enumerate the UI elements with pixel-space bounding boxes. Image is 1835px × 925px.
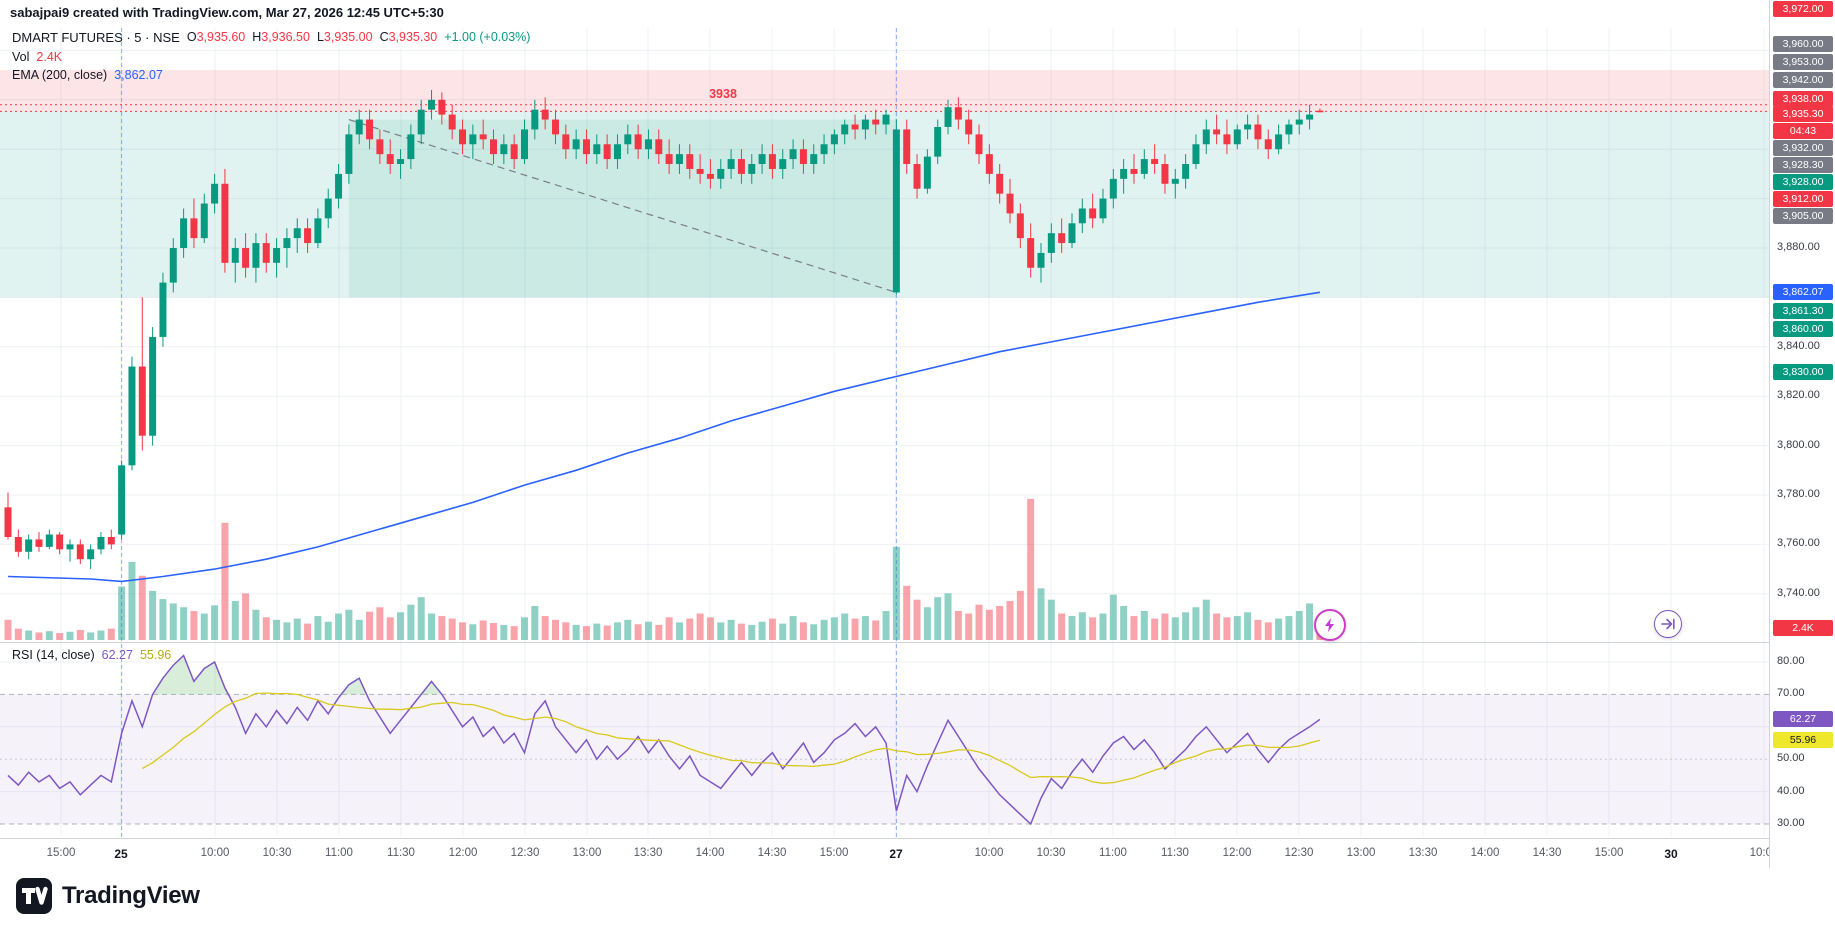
rsi-axis-label: 50.00 [1777, 752, 1805, 765]
ema-value: 3,862.07 [114, 68, 163, 82]
time-axis-label: 11:30 [387, 847, 415, 859]
go-to-realtime-button[interactable] [1654, 610, 1682, 638]
price-level-badge: 3,905.00 [1773, 208, 1833, 224]
price-level-badge: 3,830.00 [1773, 364, 1833, 380]
time-axis-label: 13:30 [633, 847, 663, 859]
legend-high: H 3,936.50 [252, 30, 310, 44]
legend-change: +1.00 (+0.03%) [444, 30, 531, 44]
tradingview-logo-icon[interactable] [16, 878, 52, 914]
time-axis-label: 14:00 [1470, 847, 1500, 859]
rsi-ma-value: 55.96 [139, 648, 172, 662]
price-level-badge: 3,938.00 [1773, 91, 1833, 107]
price-axis-label: 3,880.00 [1777, 241, 1820, 253]
price-axis-label: 3,840.00 [1777, 339, 1820, 352]
price-level-badge: 3,860.00 [1773, 321, 1833, 337]
ema-value-badge: 3,862.07 [1773, 284, 1833, 300]
rsi-overbought-fill [152, 655, 442, 695]
volume-value: 2.4K [36, 50, 63, 64]
time-axis-label: 11:00 [325, 847, 353, 859]
lightning-boost-icon[interactable] [1314, 609, 1346, 641]
time-axis-label: 11:00 [1099, 847, 1127, 859]
time-axis-label: 10:00 [974, 847, 1004, 859]
volume-badge: 2.4K [1773, 620, 1833, 636]
volume-bars [4, 498, 1324, 640]
time-axis-label: 10:30 [1036, 847, 1066, 859]
time-axis-label: 12:30 [1284, 847, 1314, 859]
time-axis-label: 10:00 [200, 847, 230, 859]
time-axis-label: 14:30 [757, 847, 787, 859]
price-axis-label: 3,740.00 [1777, 586, 1820, 599]
price-axis-label: 3,820.00 [1777, 389, 1820, 402]
rsi-value: 62.27 [101, 648, 133, 662]
current-price-badge: 3,935.30 [1773, 106, 1833, 122]
time-axis-day-label: 27 [889, 847, 903, 861]
time-axis-label: 13:00 [1346, 847, 1376, 859]
price-level-badge: 3,912.00 [1773, 191, 1833, 207]
rsi-value-badge: 62.27 [1773, 711, 1833, 727]
rsi-axis-label: 40.00 [1777, 784, 1805, 797]
time-axis-label: 12:00 [1222, 847, 1252, 859]
ema-legend: EMA (200, close) 3,862.07 [12, 66, 163, 84]
price-level-badge: 3,953.00 [1773, 54, 1833, 70]
arrow-to-end-glyph [1661, 618, 1675, 630]
rsi-label[interactable]: RSI (14, close) [12, 648, 95, 662]
rsi-line [7, 654, 1321, 826]
ema-label[interactable]: EMA (200, close) [12, 68, 108, 82]
rsi-legend: RSI (14, close) 62.27 55.96 [12, 646, 171, 664]
price-level-badge: 3,861.30 [1773, 303, 1833, 319]
legend-low: L 3,935.00 [316, 30, 373, 44]
attribution-watermark: sabajpai9 created with TradingView.com, … [10, 5, 444, 20]
alert-level-badge: 3,972.00 [1773, 1, 1833, 17]
ema-line[interactable] [7, 291, 1321, 583]
candles [4, 89, 1324, 570]
rsi-band [0, 694, 1769, 824]
time-axis-label: 10:00 [1749, 847, 1769, 859]
rsi-ma-line [141, 692, 1321, 784]
rsi-axis-label: 80.00 [1777, 655, 1805, 667]
time-axis-label: 12:30 [510, 847, 540, 859]
time-axis-label: 14:30 [1532, 847, 1562, 859]
price-zones[interactable] [0, 70, 1769, 298]
price-level-badge: 3,932.00 [1773, 140, 1833, 156]
rsi-axis-label: 30.00 [1777, 817, 1805, 829]
legend-open: O 3,935.60 [186, 30, 246, 44]
tradingview-footer: TradingView [16, 878, 200, 914]
price-annotation-3938[interactable]: 3938 [709, 87, 737, 101]
time-axis-label: 13:30 [1408, 847, 1438, 859]
rsi-guides [0, 693, 1769, 825]
time-axis-label: 15:00 [46, 847, 76, 859]
rsi-axis-label: 70.00 [1777, 687, 1805, 700]
lightning-glyph [1325, 618, 1334, 632]
symbol-title[interactable]: DMART FUTURES · 5 · NSE [12, 29, 180, 45]
price-axis[interactable]: 3,880.00 3,840.00 3,820.00 3,800.00 3,780.00… [1769, 0, 1835, 868]
time-axis-label: 11:30 [1161, 847, 1189, 859]
chart-canvas[interactable] [0, 0, 1769, 868]
price-level-badge: 3,928.00 [1773, 174, 1833, 190]
price-axis-label: 3,800.00 [1777, 438, 1820, 451]
price-axis-label: 3,760.00 [1777, 537, 1820, 550]
rsi-ma-value-badge: 55.96 [1773, 732, 1833, 748]
legend-close: C 3,935.30 [379, 30, 438, 44]
price-level-badge: 3,942.00 [1773, 72, 1833, 88]
time-axis-label: 15:00 [819, 847, 849, 859]
time-axis-label: 10:30 [262, 847, 292, 859]
tradingview-wordmark[interactable]: TradingView [62, 882, 200, 909]
time-axis[interactable]: 15:00 25 10:00 10:30 11:00 11:30 12:00 12:30 13:… [0, 838, 1769, 869]
time-axis-label: 15:00 [1594, 847, 1624, 859]
price-axis-label: 3,780.00 [1777, 488, 1820, 500]
bar-countdown-badge: 04:43 [1773, 123, 1833, 139]
time-axis-day-label: 30 [1664, 847, 1678, 861]
time-axis-label: 12:00 [448, 847, 478, 859]
symbol-legend: DMART FUTURES · 5 · NSE O 3,935.60 H 3,936… [12, 28, 530, 46]
price-level-badge: 3,928.30 [1773, 157, 1833, 173]
volume-label[interactable]: Vol [12, 50, 30, 64]
time-axis-day-label: 25 [114, 847, 128, 861]
time-axis-label: 14:00 [695, 847, 725, 859]
price-level-badge: 3,960.00 [1773, 36, 1833, 52]
volume-legend: Vol 2.4K [12, 48, 62, 66]
time-axis-label: 13:00 [572, 847, 602, 859]
